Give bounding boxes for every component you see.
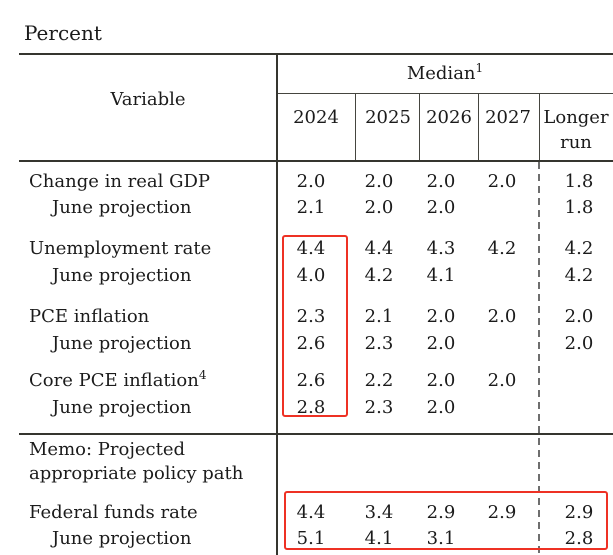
table-rule-top (19, 53, 613, 55)
cell-longer-run: 2.9 (564, 502, 594, 523)
cell-2026: 3.1 (426, 528, 456, 549)
cell-2027: 2.0 (487, 370, 517, 391)
cell-2024: 2.3 (296, 306, 326, 327)
cell-2026: 2.0 (426, 397, 456, 418)
row-label: Federal funds rate (29, 500, 198, 526)
cell-longer-run: 2.0 (564, 333, 594, 354)
row-label-text: June projection (52, 397, 192, 418)
memo-section-rule (19, 433, 613, 435)
column-header-2026: 2026 (426, 107, 472, 128)
cell-2026: 4.3 (426, 238, 456, 259)
cell-2025: 2.0 (364, 171, 394, 192)
cell-2027: 4.2 (487, 238, 517, 259)
cell-longer-run: 2.0 (564, 306, 594, 327)
cell-2025: 2.1 (364, 306, 394, 327)
cell-2024: 4.4 (296, 238, 326, 259)
cell-longer-run: 4.2 (564, 265, 594, 286)
cell-2026: 2.0 (426, 333, 456, 354)
highlight-box-federal-funds-rate (284, 491, 608, 550)
cell-2027: 2.0 (487, 171, 517, 192)
cell-2026: 2.0 (426, 306, 456, 327)
row-label: Change in real GDP (29, 169, 210, 195)
header-separator-2025-2026 (419, 94, 420, 160)
cell-2025: 2.3 (364, 333, 394, 354)
row-footnote-marker: 4 (198, 368, 207, 382)
row-label-june-projection: June projection (52, 395, 191, 421)
highlight-box-2024-column (282, 235, 348, 417)
cell-2025: 2.0 (364, 197, 394, 218)
cell-2026: 2.0 (426, 171, 456, 192)
row-label-text: June projection (52, 197, 192, 218)
cell-2025: 4.1 (364, 528, 394, 549)
cell-2024: 4.0 (296, 265, 326, 286)
row-label-text: Unemployment rate (29, 238, 212, 259)
cell-2025: 2.2 (364, 370, 394, 391)
memo-line-1: Memo: Projected (29, 439, 186, 460)
cell-2024: 2.6 (296, 370, 326, 391)
cell-2024: 2.8 (296, 397, 326, 418)
column-header-longer-run: Longer (543, 107, 609, 128)
column-header-longer-run-line2: run (560, 132, 592, 153)
cell-2025: 3.4 (364, 502, 394, 523)
cell-2026: 2.9 (426, 502, 456, 523)
cell-longer-run: 4.2 (564, 238, 594, 259)
row-label-text: June projection (52, 265, 192, 286)
row-label: PCE inflation (29, 304, 149, 330)
median-column-group-header: Median1 (277, 61, 613, 87)
row-label: Core PCE inflation4 (29, 368, 206, 394)
row-label-june-projection: June projection (52, 526, 191, 552)
row-label-text: Federal funds rate (29, 502, 198, 523)
column-header-2025: 2025 (365, 107, 411, 128)
median-footnote-marker: 1 (475, 61, 484, 75)
cell-2024: 2.0 (296, 171, 326, 192)
header-separator-2024-2025 (355, 94, 356, 160)
variable-column-header: Variable (110, 89, 186, 110)
row-label-text: PCE inflation (29, 306, 150, 327)
cell-2024: 2.1 (296, 197, 326, 218)
column-header-2027: 2027 (485, 107, 531, 128)
cell-2026: 4.1 (426, 265, 456, 286)
cell-2026: 2.0 (426, 370, 456, 391)
column-header-2024: 2024 (293, 107, 339, 128)
row-label-june-projection: June projection (52, 195, 191, 221)
cell-longer-run: 1.8 (564, 197, 594, 218)
cell-2027: 2.9 (487, 502, 517, 523)
cell-2024: 5.1 (296, 528, 326, 549)
row-label-text: June projection (52, 528, 192, 549)
cell-2025: 2.3 (364, 397, 394, 418)
cell-2025: 4.4 (364, 238, 394, 259)
cell-2024: 2.6 (296, 333, 326, 354)
row-label: Unemployment rate (29, 236, 211, 262)
median-underline-rule (277, 93, 613, 94)
row-label-text: Core PCE inflation (29, 370, 199, 391)
row-label-text: June projection (52, 333, 192, 354)
cell-2025: 4.2 (364, 265, 394, 286)
row-label-june-projection: June projection (52, 331, 191, 357)
longer-run-dashed-divider (538, 162, 540, 555)
row-label-june-projection: June projection (52, 263, 191, 289)
cell-longer-run: 1.8 (564, 171, 594, 192)
cell-2027: 2.0 (487, 306, 517, 327)
row-label-text: Change in real GDP (29, 171, 211, 192)
units-label: Percent (24, 21, 102, 45)
cell-2024: 4.4 (296, 502, 326, 523)
header-bottom-rule (19, 160, 613, 162)
header-separator-2027-longer-run (539, 94, 540, 160)
memo-line-2: appropriate policy path (29, 463, 244, 484)
cell-2026: 2.0 (426, 197, 456, 218)
header-separator-2026-2027 (478, 94, 479, 160)
variable-column-divider (276, 53, 278, 555)
cell-longer-run: 2.8 (564, 528, 594, 549)
median-label: Median (406, 63, 476, 84)
